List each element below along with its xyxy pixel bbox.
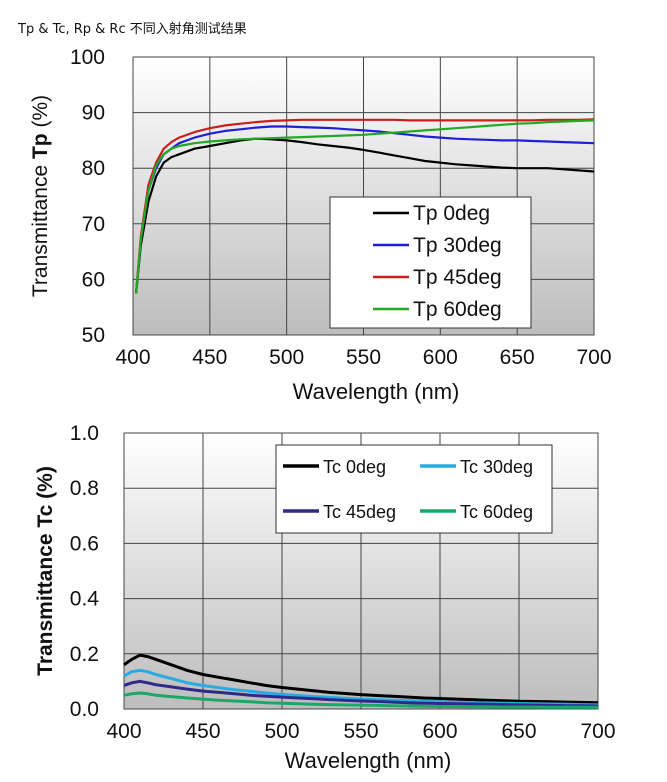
tp-series-line-tp-30deg	[135, 125, 595, 294]
tc-x-tick-label: 400	[106, 720, 141, 743]
svg-text:Transmittance Tp (%): Transmittance Tp (%)	[29, 95, 52, 297]
tc-legend-label: Tc 60deg	[460, 502, 533, 522]
tp-legend-label: Tp 30deg	[413, 234, 502, 257]
tc-x-tick-label: 600	[422, 720, 457, 743]
tc-x-axis-label: Wavelength (nm)	[285, 748, 452, 773]
tp-y-tick-label: 80	[82, 157, 105, 180]
tp-ylabel-bold: Tp	[29, 133, 52, 159]
tc-y-tick-label: 0.4	[70, 588, 100, 611]
chart-tc: 0.0 0.2 0.4 0.6 0.8 1.0 400 450 500 550 600 650 700…	[34, 422, 616, 773]
tc-x-tick-label: 500	[264, 720, 299, 743]
tc-y-tick-label: 0.2	[70, 643, 99, 666]
tc-ylabel-prefix: Transmittance	[34, 533, 57, 675]
tc-series-line-tc-45deg	[123, 679, 599, 708]
tp-x-axis-label: Wavelength (nm)	[293, 379, 460, 404]
tp-y-tick-label: 70	[82, 213, 105, 236]
tp-legend: Tp 0deg Tp 30deg Tp 45deg Tp 60deg	[329, 196, 532, 329]
tp-x-tick-label: 550	[346, 346, 381, 369]
tc-series	[123, 653, 599, 709]
tc-y-tick-label: 0.8	[70, 477, 99, 500]
tp-y-tick-label: 50	[82, 324, 105, 347]
tp-y-tick-label: 60	[82, 268, 105, 291]
tp-x-tick-label: 700	[576, 346, 611, 369]
tp-series	[135, 118, 595, 294]
tc-y-tick-label: 0.6	[70, 532, 99, 555]
tc-y-tick-label: 0.0	[70, 698, 99, 721]
tp-x-tick-label: 450	[192, 346, 227, 369]
tp-y-tick-label: 90	[82, 102, 105, 125]
tc-ylabel-bold: Tc	[34, 504, 57, 527]
tc-x-tick-label: 650	[501, 720, 536, 743]
tc-y-ticks: 0.0 0.2 0.4 0.6 0.8 1.0	[70, 422, 100, 721]
tp-series-line-tp-0deg	[135, 137, 595, 294]
tp-legend-label: Tp 0deg	[413, 202, 490, 225]
tp-y-tick-label: 100	[70, 46, 105, 69]
tc-legend-box	[275, 444, 553, 534]
tp-legend-box	[329, 196, 532, 329]
tp-legend-label: Tp 45deg	[413, 266, 502, 289]
tp-x-tick-label: 500	[269, 346, 304, 369]
tp-x-tick-label: 650	[500, 346, 535, 369]
tc-legend: Tc 0deg Tc 30deg Tc 45deg Tc 60deg	[275, 444, 553, 534]
tc-legend-label: Tc 45deg	[323, 502, 396, 522]
tc-legend-label: Tc 30deg	[460, 457, 533, 477]
tc-y-tick-label: 1.0	[70, 422, 99, 445]
tp-series-line-tp-45deg	[135, 118, 595, 294]
tc-series-line-tc-0deg	[123, 653, 599, 705]
tp-x-tick-label: 400	[115, 346, 150, 369]
tc-x-tick-label: 700	[580, 720, 615, 743]
tc-legend-label: Tc 0deg	[323, 457, 386, 477]
tp-legend-label: Tp 60deg	[413, 298, 502, 321]
tp-y-axis-label: Transmittance Tp (%)	[29, 95, 52, 297]
tp-ylabel-suffix: (%)	[29, 95, 52, 128]
tc-y-axis-label: Transmittance Tc (%)	[34, 466, 57, 676]
tp-ylabel-prefix: Transmittance	[29, 165, 52, 297]
tp-series-line-tp-60deg	[135, 119, 595, 294]
tc-x-tick-label: 550	[343, 720, 378, 743]
tp-x-tick-label: 600	[423, 346, 458, 369]
tp-y-ticks: 50 60 70 80 90 100	[70, 46, 105, 347]
tp-x-ticks: 400 450 500 550 600 650 700	[115, 346, 611, 369]
page-title: Tp & Tc, Rp & Rc 不同入射角测试结果	[18, 22, 247, 37]
tp-gridlines	[132, 56, 595, 336]
chart-tp: 50 60 70 80 90 100 400 450 500 550 600 650 700 Wave…	[29, 46, 612, 404]
tc-ylabel-suffix: (%)	[34, 466, 57, 499]
tc-x-tick-label: 450	[185, 720, 220, 743]
tc-x-ticks: 400 450 500 550 600 650 700	[106, 720, 615, 743]
tc-series-line-tc-60deg	[123, 691, 598, 709]
svg-text:Transmittance Tc (%): Transmittance Tc (%)	[34, 466, 57, 676]
